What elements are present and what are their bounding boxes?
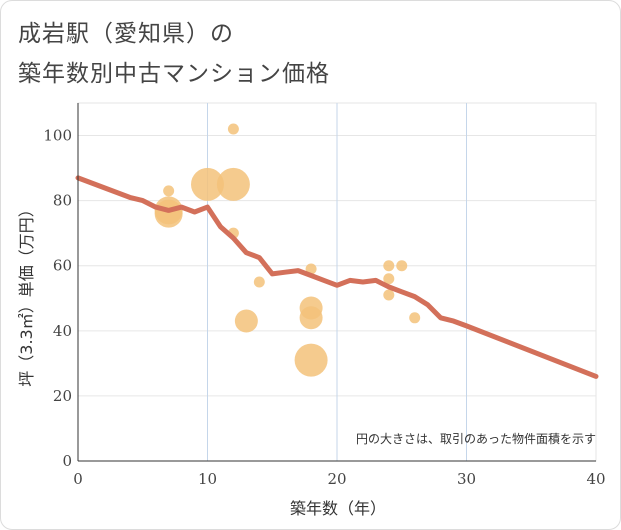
data-bubble: [409, 312, 421, 324]
x-tick-label: 40: [586, 470, 605, 488]
data-bubble: [216, 167, 250, 201]
bubble-size-note: 円の大きさは、取引のあった物件面積を示す: [356, 431, 596, 446]
x-tick-label: 30: [457, 470, 476, 488]
y-tick-label: 100: [43, 127, 72, 145]
chart-title-line1: 成岩駅（愛知県）の: [18, 21, 234, 47]
data-bubble: [163, 185, 175, 197]
grid: [77, 102, 597, 462]
x-tick-label: 0: [73, 470, 83, 488]
axes: 0 20 40 60 80 100 0 10 20 30 40: [43, 103, 606, 488]
y-tick-label: 60: [53, 257, 72, 275]
x-axis-label: 築年数（年）: [290, 499, 386, 518]
data-bubble: [305, 263, 317, 275]
data-bubble: [383, 260, 395, 272]
y-axis-label: 坪（3.3㎡）単価（万円）: [17, 201, 36, 386]
y-tick-label: 40: [53, 322, 72, 340]
data-bubble: [383, 273, 395, 285]
data-bubble: [253, 276, 265, 288]
data-bubble: [234, 309, 258, 333]
data-bubble: [383, 289, 395, 301]
trend-layer: [75, 175, 599, 379]
data-bubble: [227, 123, 239, 135]
data-bubble: [294, 343, 328, 377]
data-bubble: [396, 260, 408, 272]
x-tick-label: 10: [198, 470, 217, 488]
y-tick-label: 80: [53, 192, 72, 210]
y-tick-label: 0: [62, 452, 72, 470]
data-bubble: [191, 167, 224, 201]
chart-title-line2: 築年数別中古マンション価格: [18, 61, 330, 87]
y-tick-label: 20: [53, 387, 72, 405]
data-bubble: [299, 306, 323, 330]
trend-line: [75, 175, 599, 379]
bubble-layer: [154, 123, 421, 377]
data-bubble: [154, 199, 183, 228]
x-tick-label: 20: [327, 470, 346, 488]
